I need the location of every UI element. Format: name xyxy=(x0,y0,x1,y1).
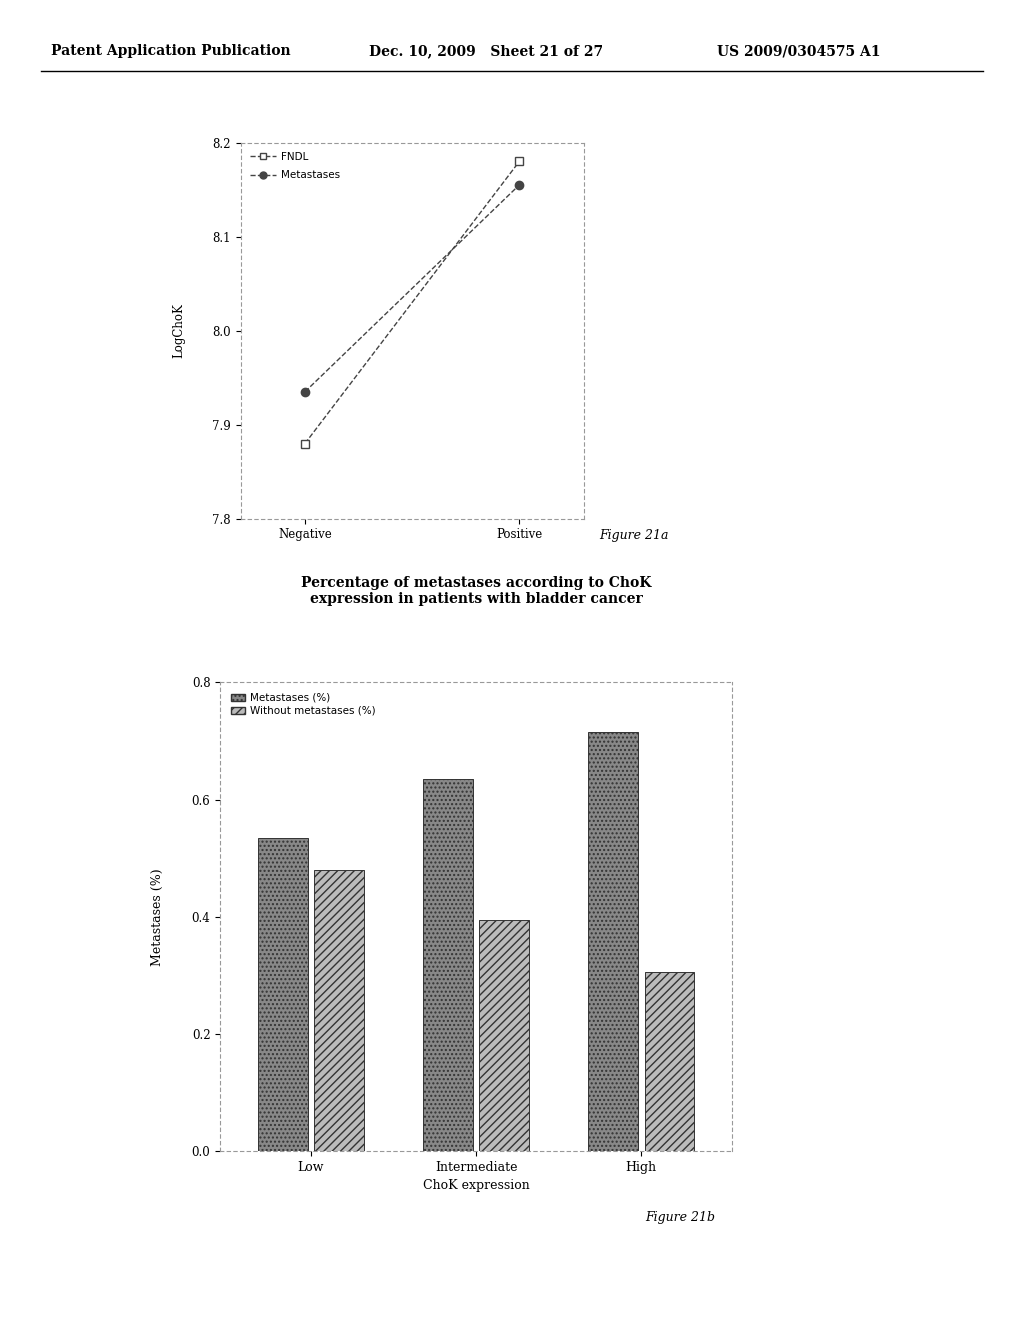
Bar xyxy=(479,920,529,1151)
X-axis label: ChoK expression: ChoK expression xyxy=(423,1179,529,1192)
FNDL xyxy=(299,436,311,451)
Text: Figure 21a: Figure 21a xyxy=(599,528,669,541)
Text: Dec. 10, 2009   Sheet 21 of 27: Dec. 10, 2009 Sheet 21 of 27 xyxy=(369,45,603,58)
Legend: Metastases (%), Without metastases (%): Metastases (%), Without metastases (%) xyxy=(225,688,381,721)
Metastases xyxy=(513,177,525,193)
Y-axis label: Metastases (%): Metastases (%) xyxy=(151,869,164,965)
Y-axis label: LogChoK: LogChoK xyxy=(173,304,185,358)
Metastases xyxy=(299,384,311,400)
Bar xyxy=(589,733,638,1151)
Text: Figure 21b: Figure 21b xyxy=(645,1210,715,1224)
Text: US 2009/0304575 A1: US 2009/0304575 A1 xyxy=(717,45,881,58)
Bar xyxy=(314,870,364,1151)
Bar xyxy=(423,779,473,1151)
Bar xyxy=(258,838,307,1151)
Legend: FNDL, Metastases: FNDL, Metastases xyxy=(246,148,344,185)
Text: Patent Application Publication: Patent Application Publication xyxy=(51,45,291,58)
Line: Metastases: Metastases xyxy=(301,181,523,396)
Line: FNDL: FNDL xyxy=(301,157,523,447)
Bar xyxy=(645,973,694,1151)
FNDL xyxy=(513,153,525,169)
Text: Percentage of metastases according to ChoK
expression in patients with bladder c: Percentage of metastases according to Ch… xyxy=(301,576,651,606)
